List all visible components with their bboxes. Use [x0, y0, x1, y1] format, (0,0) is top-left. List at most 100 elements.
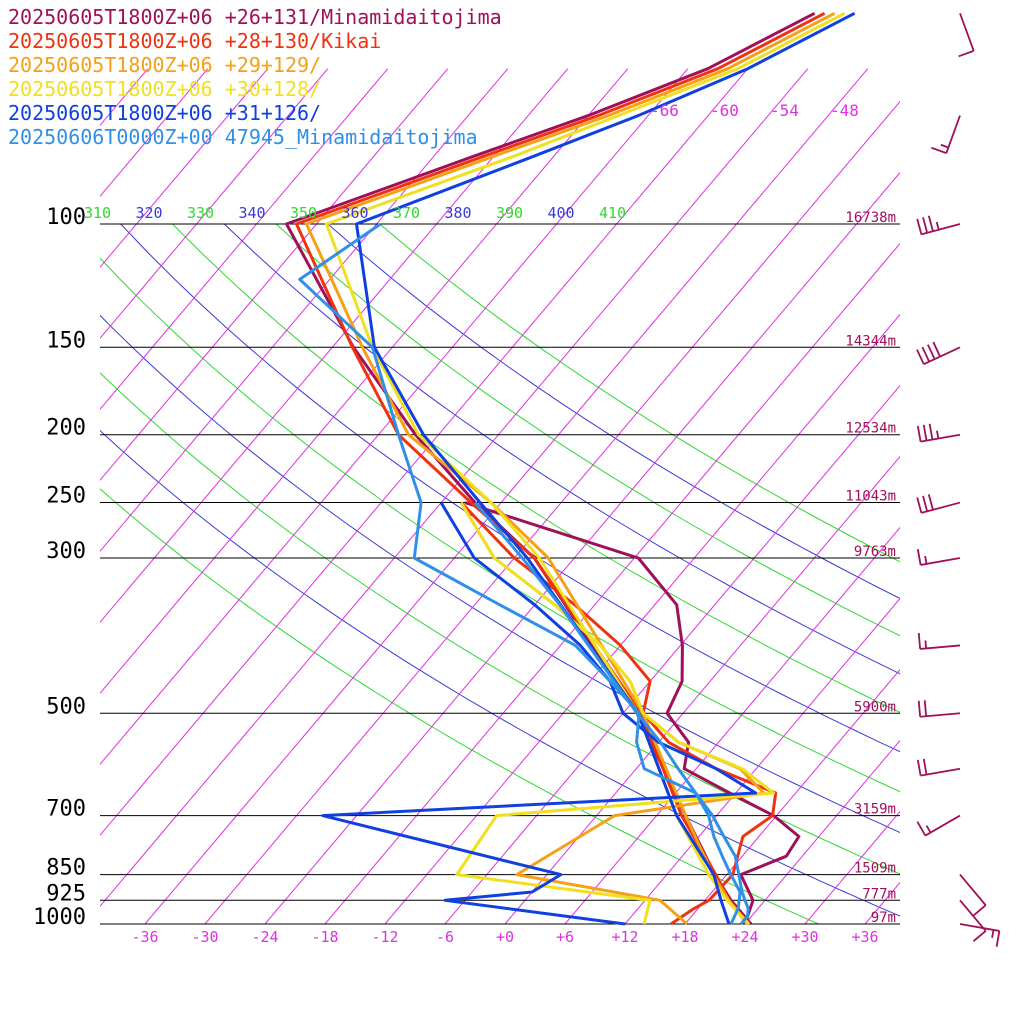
axis-labels: 100 16738m 150 14344m 200 12534m 250 11043m 300 9…	[33, 101, 896, 946]
theta-e-line	[327, 223, 900, 600]
isotherm-line	[444, 384, 900, 924]
pressure-label: 300	[46, 539, 86, 564]
isotherm-line	[100, 68, 569, 624]
isotherm-line	[804, 810, 900, 924]
isotherm-line	[684, 668, 900, 924]
legend: 20250605T1800Z+06 +26+131/Minamidaitojim…	[8, 5, 502, 149]
wind-barb-flag	[972, 930, 987, 942]
theta-e-line	[100, 372, 900, 875]
isotherm-line	[204, 100, 900, 924]
legend-entry: 20250605T1800Z+06 +29+129/	[8, 53, 321, 77]
temperature-tick-label: +6	[556, 928, 574, 946]
temperature-line	[305, 11, 836, 925]
wind-barb-staff	[945, 115, 961, 154]
wind-barb-flag	[922, 217, 929, 234]
wind-barb-flag	[917, 700, 922, 717]
theta-e-line	[120, 223, 900, 753]
wind-barb-flag	[922, 424, 928, 441]
wind-barb-flag	[958, 50, 974, 58]
wind-barb-flag	[921, 346, 931, 363]
temperature-tick-label: +0	[496, 928, 514, 946]
wind-barb-flag	[916, 759, 922, 776]
wind-barb-flag	[928, 423, 934, 440]
theta-e-label: 380	[445, 204, 472, 222]
theta-e-label: 350	[290, 204, 317, 222]
isotherm-line	[264, 171, 900, 924]
wind-barb-flag	[916, 497, 923, 514]
pressure-label: 925	[46, 881, 86, 906]
height-label: 14344m	[845, 333, 896, 349]
legend-entry: 20250606T0000Z+00 47945_Minamidaitojima	[8, 125, 478, 149]
wind-barbs	[916, 12, 1001, 947]
theta-e-label: 360	[342, 204, 369, 222]
temperature-tick-label: -12	[371, 928, 398, 946]
isotherm-line	[100, 68, 749, 837]
isotherm-line	[144, 68, 869, 924]
theta-e-label: 340	[239, 204, 266, 222]
wind-barb-half-flag	[936, 430, 940, 439]
pressure-label: 200	[46, 416, 86, 441]
wind-barb-half-flag	[924, 640, 928, 649]
wind-barb-flag	[916, 821, 927, 837]
pressure-label: 150	[46, 328, 86, 353]
temperature-tick-label: +12	[611, 928, 638, 946]
wind-barb-staff	[921, 501, 961, 514]
wind-barb-staff	[924, 814, 961, 837]
pressure-label: 700	[46, 797, 86, 822]
wind-barb-staff	[959, 12, 975, 52]
dewpoint-line	[455, 501, 776, 925]
sounding-series	[285, 11, 856, 926]
temperature-tick-label: +18	[671, 928, 698, 946]
pressure-label: 500	[46, 694, 86, 719]
isotherm-line	[985, 69, 1024, 924]
wind-barb-flag	[927, 494, 934, 511]
wind-barb-flag	[927, 344, 936, 360]
isotherm-label: -54	[770, 101, 799, 120]
temperature-tick-label: +36	[851, 928, 878, 946]
wind-barb-half-flag	[935, 221, 940, 230]
isotherm-label: -66	[650, 101, 679, 120]
theta-e-line	[379, 223, 900, 563]
wind-barb-flag	[916, 549, 922, 566]
height-label: 1509m	[854, 861, 896, 877]
wind-barb-staff	[959, 874, 987, 906]
legend-entry: 20250605T1800Z+06 +28+130/Kikai	[8, 29, 381, 53]
theta-e-label: 400	[548, 204, 575, 222]
wind-barb-flag	[923, 700, 928, 717]
wind-barb-flag	[927, 215, 934, 232]
wind-barb-staff	[959, 899, 987, 932]
isotherm-line	[100, 68, 269, 269]
legend-entry: 20250605T1800Z+06 +26+131/Minamidaitojim…	[8, 5, 502, 29]
isotherm-line	[100, 68, 329, 340]
temperature-tick-label: -24	[251, 928, 278, 946]
dewpoint-line	[298, 222, 742, 925]
isotherm-line	[925, 69, 1024, 924]
temperature-tick-label: +30	[791, 928, 818, 946]
wind-barb-half-flag	[991, 929, 995, 938]
legend-entry: 20250605T1800Z+06 +30+128/	[8, 77, 321, 101]
legend-entry: 20250605T1800Z+06 +31+126/	[8, 101, 321, 125]
isotherm-line	[100, 68, 389, 411]
temperature-tick-label: +24	[731, 928, 758, 946]
isotherm-line	[100, 68, 629, 695]
isotherm-line	[100, 68, 809, 908]
temperature-tick-label: -18	[311, 928, 338, 946]
temperature-line	[295, 11, 826, 925]
isotherm-line	[100, 68, 209, 198]
theta-e-line	[100, 488, 819, 924]
height-label: 9763m	[854, 544, 896, 560]
wind-barb-flag	[916, 218, 923, 235]
wind-barb-flag	[930, 146, 947, 155]
temperature-line	[325, 11, 846, 926]
wind-barb-staff	[959, 923, 1000, 932]
height-label: 11043m	[845, 489, 896, 505]
wind-barb-half-flag	[925, 825, 932, 834]
dewpoint-line	[321, 501, 758, 926]
temperature-tick-label: -36	[131, 928, 158, 946]
pressure-label: 1000	[33, 905, 86, 930]
height-label: 97m	[871, 910, 896, 926]
wind-barb-half-flag	[924, 555, 928, 565]
temperature-tick-label: -30	[191, 928, 218, 946]
wind-barb-staff	[921, 223, 961, 236]
